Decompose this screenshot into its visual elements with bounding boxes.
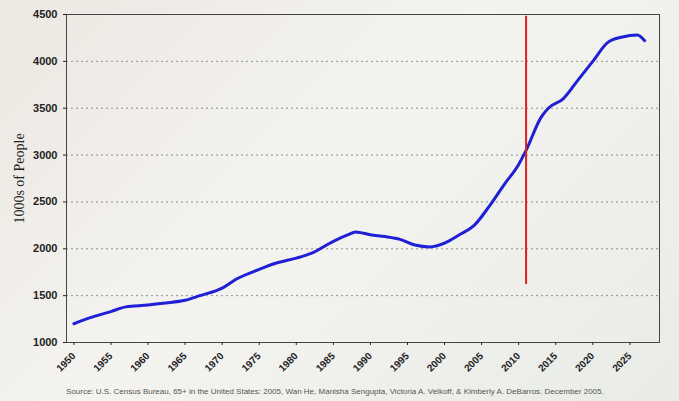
svg-text:1000: 1000 bbox=[33, 336, 57, 348]
svg-text:1995: 1995 bbox=[388, 350, 412, 374]
svg-text:1965: 1965 bbox=[165, 350, 189, 374]
svg-text:1985: 1985 bbox=[314, 350, 338, 374]
svg-text:1500: 1500 bbox=[33, 289, 57, 301]
svg-text:4000: 4000 bbox=[33, 55, 57, 67]
svg-text:1000s of People: 1000s of People bbox=[12, 133, 27, 223]
svg-text:4500: 4500 bbox=[33, 8, 57, 20]
svg-text:1950: 1950 bbox=[54, 350, 78, 374]
svg-text:2025: 2025 bbox=[610, 350, 634, 374]
svg-text:3000: 3000 bbox=[33, 149, 57, 161]
svg-text:1970: 1970 bbox=[202, 350, 226, 374]
svg-text:1990: 1990 bbox=[351, 350, 375, 374]
svg-text:2010: 2010 bbox=[499, 350, 523, 374]
svg-text:2005: 2005 bbox=[462, 350, 486, 374]
svg-text:2015: 2015 bbox=[536, 350, 560, 374]
svg-text:1955: 1955 bbox=[91, 350, 115, 374]
svg-text:2500: 2500 bbox=[33, 195, 57, 207]
svg-text:3500: 3500 bbox=[33, 102, 57, 114]
svg-text:2020: 2020 bbox=[573, 350, 597, 374]
svg-text:2000: 2000 bbox=[425, 350, 449, 374]
svg-text:1980: 1980 bbox=[276, 350, 300, 374]
svg-text:1960: 1960 bbox=[128, 350, 152, 374]
svg-text:2000: 2000 bbox=[33, 242, 57, 254]
html-text:Source: U.S. Census Bureau, 65: Source: U.S. Census Bureau, 65+ in the U… bbox=[66, 387, 604, 396]
svg-text:1975: 1975 bbox=[239, 350, 263, 374]
